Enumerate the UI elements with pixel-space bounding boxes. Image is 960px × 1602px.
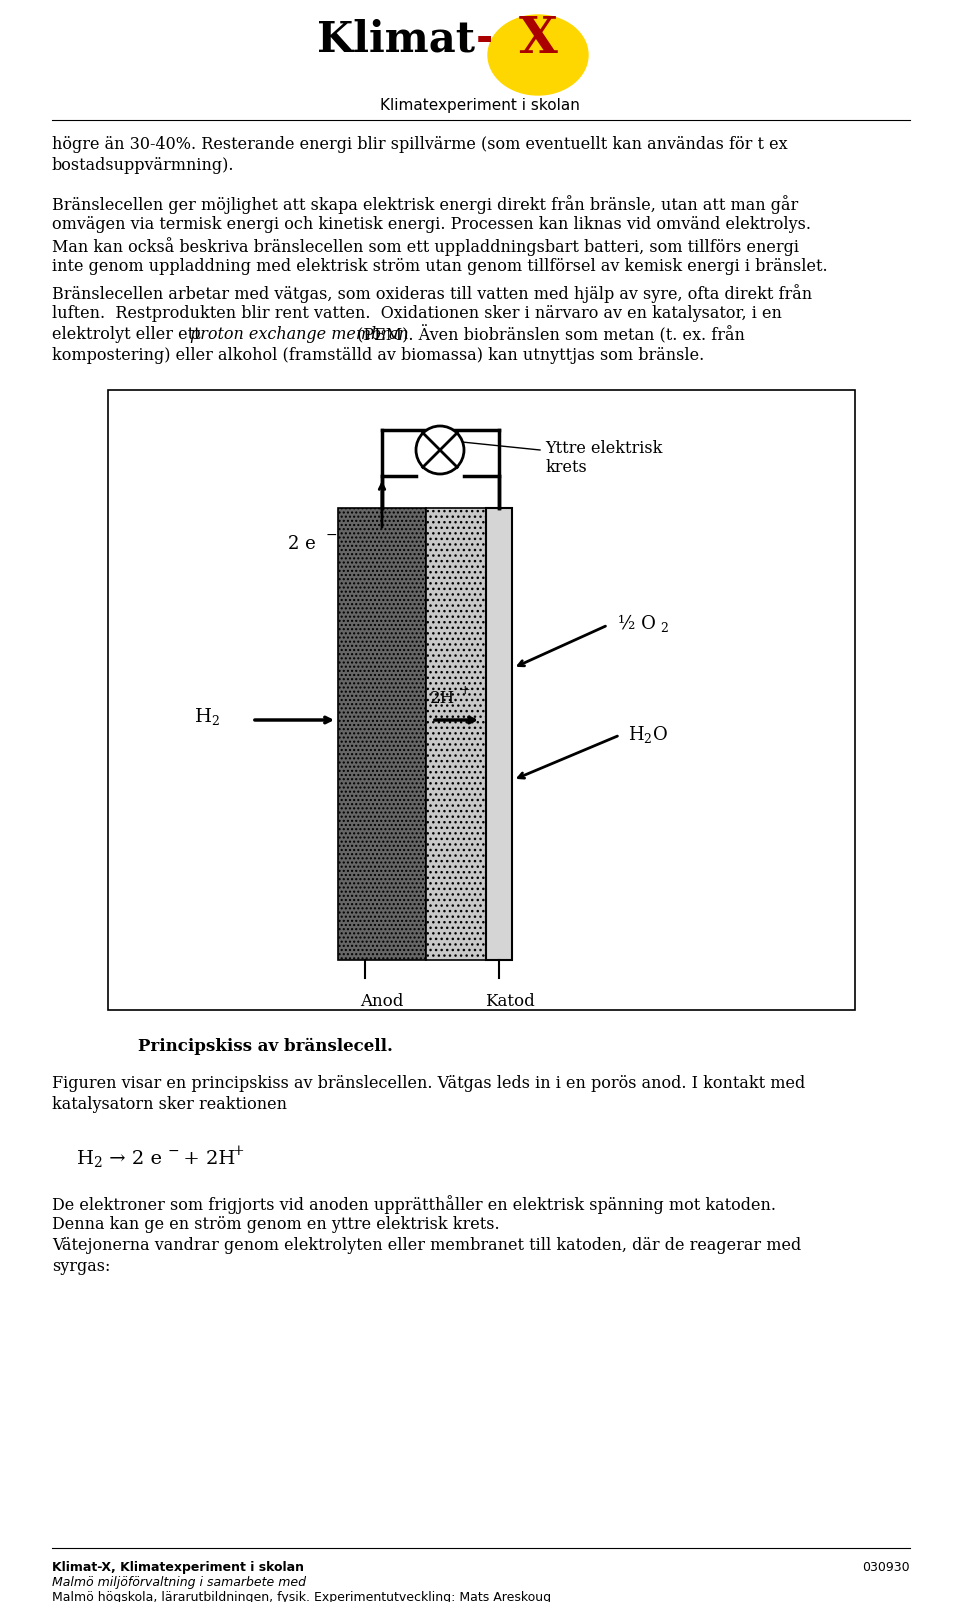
Text: (PEM). Även biobränslen som metan (t. ex. från: (PEM). Även biobränslen som metan (t. ex… bbox=[352, 325, 745, 344]
Text: Malmö högskola, lärarutbildningen, fysik. Experimentutveckling: Mats Areskoug: Malmö högskola, lärarutbildningen, fysik… bbox=[52, 1591, 551, 1602]
Text: kompostering) eller alkohol (framställd av biomassa) kan utnyttjas som bränsle.: kompostering) eller alkohol (framställd … bbox=[52, 348, 705, 364]
Text: −: − bbox=[326, 529, 338, 541]
Text: → 2 e: → 2 e bbox=[103, 1150, 162, 1168]
Text: H: H bbox=[195, 708, 212, 726]
Text: Denna kan ge en ström genom en yttre elektrisk krets.: Denna kan ge en ström genom en yttre ele… bbox=[52, 1216, 499, 1234]
Text: Yttre elektrisk: Yttre elektrisk bbox=[545, 441, 662, 457]
Text: proton exchange membran: proton exchange membran bbox=[190, 325, 409, 343]
Text: +: + bbox=[460, 684, 470, 697]
Text: Malmö miljöförvaltning i samarbete med: Malmö miljöförvaltning i samarbete med bbox=[52, 1576, 306, 1589]
Text: 2: 2 bbox=[660, 622, 668, 634]
Text: Principskiss av bränslecell.: Principskiss av bränslecell. bbox=[138, 1038, 393, 1056]
Text: Klimat: Klimat bbox=[317, 18, 475, 59]
Text: högre än 30-40%. Resterande energi blir spillvärme (som eventuellt kan användas : högre än 30-40%. Resterande energi blir … bbox=[52, 136, 787, 154]
Bar bbox=[338, 508, 426, 960]
Text: 2H: 2H bbox=[430, 690, 455, 706]
Text: inte genom uppladdning med elektrisk ström utan genom tillförsel av kemisk energ: inte genom uppladdning med elektrisk str… bbox=[52, 258, 828, 276]
Text: Bränslecellen arbetar med vätgas, som oxideras till vatten med hjälp av syre, of: Bränslecellen arbetar med vätgas, som ox… bbox=[52, 284, 812, 303]
Text: Figuren visar en principskiss av bränslecellen. Vätgas leds in i en porös anod. : Figuren visar en principskiss av bränsle… bbox=[52, 1075, 805, 1093]
Bar bbox=[486, 508, 512, 960]
Text: omvägen via termisk energi och kinetisk energi. Processen kan liknas vid omvänd : omvägen via termisk energi och kinetisk … bbox=[52, 216, 811, 232]
Text: 2: 2 bbox=[211, 714, 219, 727]
Text: Klimatexperiment i skolan: Klimatexperiment i skolan bbox=[380, 98, 580, 114]
Text: H: H bbox=[628, 726, 643, 743]
Text: 2: 2 bbox=[93, 1157, 102, 1169]
Text: Anod: Anod bbox=[360, 993, 404, 1009]
Circle shape bbox=[416, 426, 464, 474]
Bar bbox=[108, 389, 855, 1009]
Text: syrgas:: syrgas: bbox=[52, 1258, 110, 1275]
Text: elektrolyt eller ett: elektrolyt eller ett bbox=[52, 325, 205, 343]
Text: luften.  Restprodukten blir rent vatten.  Oxidationen sker i närvaro av en katal: luften. Restprodukten blir rent vatten. … bbox=[52, 304, 781, 322]
Text: Man kan också beskriva bränslecellen som ett uppladdningsbart batteri, som tillf: Man kan också beskriva bränslecellen som… bbox=[52, 237, 799, 256]
Text: Klimat-X, Klimatexperiment i skolan: Klimat-X, Klimatexperiment i skolan bbox=[52, 1560, 304, 1575]
Text: + 2H: + 2H bbox=[177, 1150, 235, 1168]
Text: 030930: 030930 bbox=[862, 1560, 910, 1575]
Bar bbox=[426, 508, 486, 960]
Text: Katod: Katod bbox=[485, 993, 535, 1009]
Text: ½ O: ½ O bbox=[618, 615, 656, 633]
Text: Bränslecellen ger möjlighet att skapa elektrisk energi direkt från bränsle, utan: Bränslecellen ger möjlighet att skapa el… bbox=[52, 195, 799, 215]
Text: −: − bbox=[168, 1144, 180, 1158]
Text: X: X bbox=[518, 14, 558, 64]
Text: bostadsuppvärmning).: bostadsuppvärmning). bbox=[52, 157, 234, 175]
Text: 2: 2 bbox=[643, 734, 651, 747]
Text: Vätejonerna vandrar genom elektrolyten eller membranet till katoden, där de reag: Vätejonerna vandrar genom elektrolyten e… bbox=[52, 1237, 802, 1254]
Text: +: + bbox=[232, 1144, 244, 1158]
Text: 2 e: 2 e bbox=[288, 535, 316, 553]
Text: katalysatorn sker reaktionen: katalysatorn sker reaktionen bbox=[52, 1096, 287, 1113]
Text: H: H bbox=[77, 1150, 94, 1168]
Ellipse shape bbox=[488, 14, 588, 95]
Text: O: O bbox=[653, 726, 668, 743]
Text: -: - bbox=[476, 18, 493, 59]
Text: krets: krets bbox=[545, 460, 587, 476]
Text: De elektroner som frigjorts vid anoden upprätthåller en elektrisk spänning mot k: De elektroner som frigjorts vid anoden u… bbox=[52, 1195, 776, 1214]
